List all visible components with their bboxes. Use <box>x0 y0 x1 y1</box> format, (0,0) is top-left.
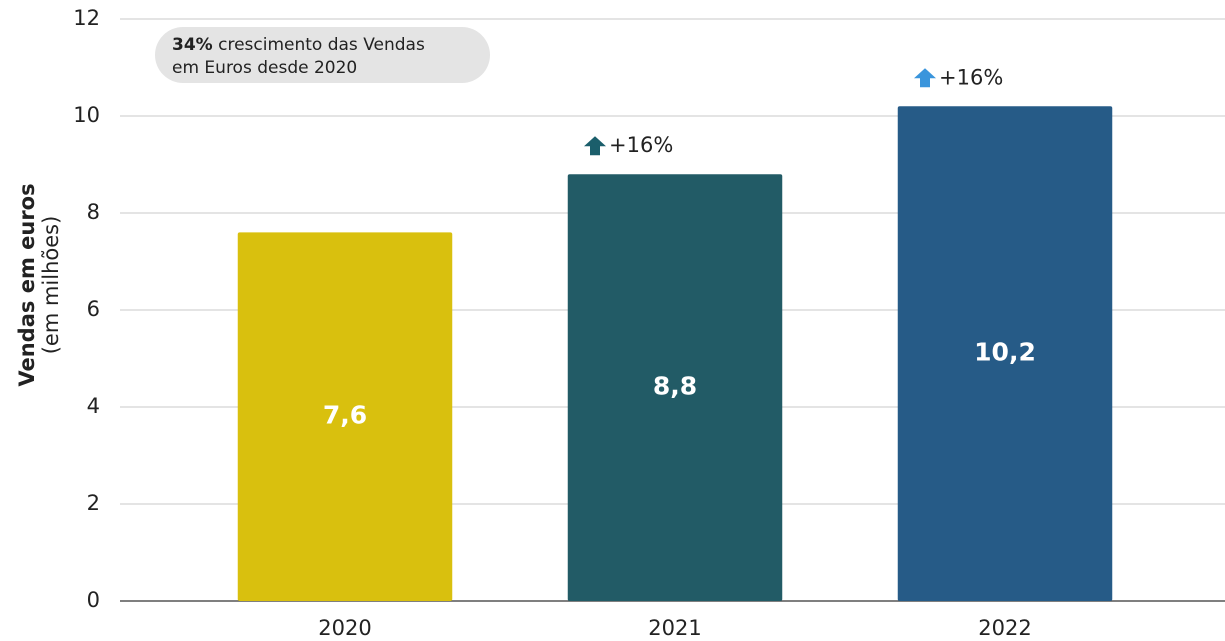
annotation-box <box>155 27 490 83</box>
annotation-highlight: 34% <box>172 35 213 55</box>
y-axis-label: Vendas em euros <box>15 183 39 386</box>
growth-arrow <box>914 68 936 88</box>
growth-arrow <box>584 136 606 156</box>
y-tick-label: 10 <box>73 103 100 127</box>
y-axis-sublabel: (em milhões) <box>39 216 63 355</box>
annotation-text: crescimento das Vendas <box>218 35 425 55</box>
y-tick-label: 4 <box>87 394 100 418</box>
bar <box>567 174 783 601</box>
y-tick-label: 2 <box>87 491 100 515</box>
annotation-line: 34% crescimento das Vendas <box>172 35 425 55</box>
annotation-text: em Euros desde 2020 <box>172 58 357 78</box>
x-tick-label: 2021 <box>648 616 701 640</box>
y-tick-label: 8 <box>87 200 100 224</box>
y-tick-label: 6 <box>87 297 100 321</box>
y-tick-label: 0 <box>87 588 100 612</box>
bar <box>237 232 453 601</box>
bar <box>897 106 1113 602</box>
value-label: 7,6 <box>323 401 367 430</box>
x-tick-label: 2020 <box>318 616 371 640</box>
y-tick-label: 12 <box>73 6 100 30</box>
x-tick-label: 2022 <box>978 616 1031 640</box>
value-label: 8,8 <box>653 372 697 401</box>
growth-label: +16% <box>939 65 1003 89</box>
y-axis-title: Vendas em euros (em milhões) <box>15 183 63 386</box>
growth-label: +16% <box>609 133 673 157</box>
value-label: 10,2 <box>974 338 1036 367</box>
